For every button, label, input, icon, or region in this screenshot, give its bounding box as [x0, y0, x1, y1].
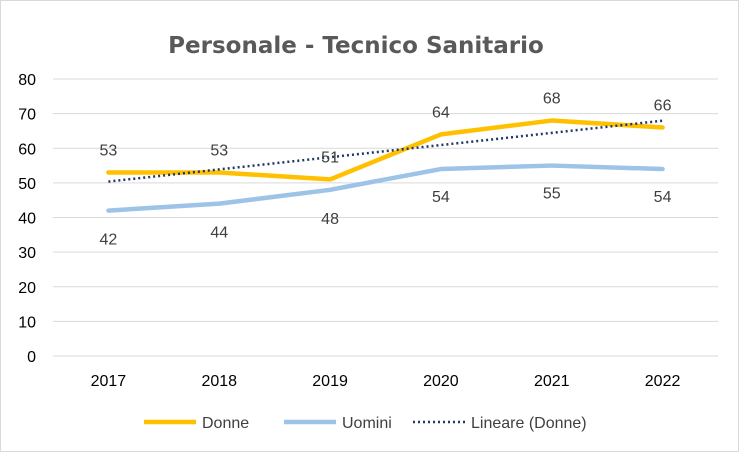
gridlines	[53, 78, 718, 357]
data-label: 55	[543, 186, 561, 203]
data-label: 48	[321, 211, 339, 228]
data-label: 42	[100, 232, 118, 249]
data-label: 66	[654, 97, 672, 114]
y-tick-label: 20	[18, 280, 36, 297]
x-axis-tick-labels: 2017 2018 2019 2020 2021 2022	[91, 373, 681, 390]
x-tick-label: 2022	[645, 373, 681, 390]
data-label: 64	[432, 104, 450, 121]
x-tick-label: 2018	[201, 373, 237, 390]
data-label: 54	[654, 189, 672, 206]
y-tick-label: 60	[18, 141, 36, 158]
y-tick-label: 30	[18, 245, 36, 262]
x-tick-label: 2017	[91, 373, 127, 390]
data-label: 51	[321, 149, 339, 166]
data-label: 44	[210, 225, 228, 242]
series-line-uomini	[106, 163, 665, 213]
x-tick-label: 2021	[534, 373, 570, 390]
legend-label: Donne	[202, 415, 249, 432]
data-label: 68	[543, 91, 561, 108]
data-labels: 53 53 51 64 68 66 42 44 48 54 55 54	[100, 91, 672, 249]
data-label: 53	[100, 142, 118, 159]
chart-title: Personale - Tecnico Sanitario	[168, 33, 544, 59]
y-tick-label: 80	[18, 72, 36, 89]
legend-label: Uomini	[342, 415, 392, 432]
y-tick-label: 40	[18, 211, 36, 228]
y-axis-tick-labels: 0 10 20 30 40 50 60 70 80	[18, 72, 36, 366]
x-tick-label: 2019	[312, 373, 348, 390]
series-lines	[106, 118, 665, 213]
y-tick-label: 50	[18, 176, 36, 193]
y-tick-label: 10	[18, 314, 36, 331]
data-label: 53	[210, 142, 228, 159]
y-tick-label: 0	[27, 349, 36, 366]
x-tick-label: 2020	[423, 373, 459, 390]
trendline-donne	[108, 119, 663, 183]
legend: Donne Uomini Lineare (Donne)	[144, 415, 587, 432]
series-line-donne	[106, 118, 665, 182]
legend-label: Lineare (Donne)	[471, 415, 587, 432]
data-label: 54	[432, 189, 450, 206]
y-tick-label: 70	[18, 107, 36, 124]
